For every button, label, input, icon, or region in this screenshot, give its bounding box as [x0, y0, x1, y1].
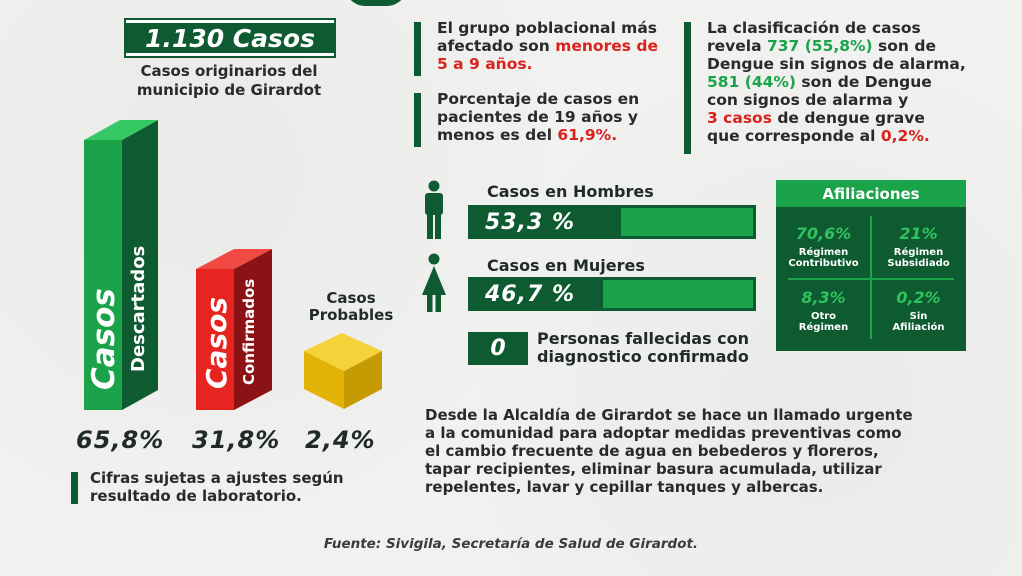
affiliation-label: Régimen Subsidiado	[887, 247, 950, 269]
disclaimer-line-2: resultado de laboratorio.	[90, 487, 302, 505]
men-cases-bar: 53,3 %	[468, 205, 756, 239]
affiliation-value: 21%	[899, 224, 938, 243]
info-line: revela 737 (55,8%) son de	[707, 37, 936, 55]
disclaimer-line-1: Cifras sujetas a ajustes según	[90, 469, 344, 487]
info-line: 5 a 9 años.	[437, 55, 533, 73]
subtitle-line-2: municipio de Girardot	[136, 81, 322, 99]
cta-line: a la comunidad para adoptar medidas prev…	[425, 424, 902, 442]
affiliation-label: Régimen Contributivo	[788, 247, 859, 269]
info-line: con signos de alarma y	[707, 91, 909, 109]
men-cases-label: Casos en Hombres	[487, 182, 654, 201]
info-line: Dengue sin signos de alarma,	[707, 55, 966, 73]
cta-line: Desde la Alcaldía de Girardot se hace un…	[425, 406, 913, 424]
women-cases-label: Casos en Mujeres	[487, 256, 645, 275]
accent-bar	[684, 22, 691, 154]
info-line: afectado son menores de	[437, 37, 658, 55]
info-line: pacientes de 19 años y	[437, 108, 638, 126]
affiliation-otro-regimen: 8,3% Otro Régimen	[776, 288, 871, 333]
probable-cases-label: Casos Probables	[296, 290, 406, 324]
probable-label-line-2: Probables	[308, 306, 394, 324]
total-cases-subtitle: Casos originarios del municipio de Girar…	[118, 62, 340, 100]
discarded-cases-bar: Casos Descartados	[84, 114, 160, 410]
deaths-description: Personas fallecidas con diagnostico conf…	[537, 330, 749, 366]
info-classification: La clasificación de casos revela 737 (55…	[707, 19, 966, 145]
men-cases-fill: 53,3 %	[471, 208, 622, 236]
probable-percent: 2,4%	[305, 426, 376, 454]
info-group: El grupo poblacional más afectado son me…	[437, 19, 658, 73]
discarded-percent: 65,8%	[76, 426, 165, 454]
call-to-action: Desde la Alcaldía de Girardot se hace un…	[425, 406, 913, 496]
probable-cases-cube	[304, 333, 382, 409]
accent-bar	[414, 93, 421, 147]
probable-label-line-1: Casos	[326, 289, 376, 307]
info-line: 581 (44%) son de Dengue	[707, 73, 932, 91]
info-line: La clasificación de casos	[707, 19, 921, 37]
confirmed-cases-bar: Casos Confirmados	[196, 243, 274, 410]
women-cases-fill: 46,7 %	[471, 280, 603, 308]
deaths-line-2: diagnostico confirmado	[537, 347, 749, 366]
affiliation-contributivo: 70,6% Régimen Contributivo	[776, 224, 871, 269]
top-decoration	[345, 0, 407, 6]
female-person-icon	[422, 253, 446, 312]
affiliation-label: Otro Régimen	[798, 311, 849, 333]
deaths-count-box: 0	[468, 332, 528, 365]
accent-bar	[414, 22, 421, 76]
cta-line: tapar recipientes, eliminar basura acumu…	[425, 460, 882, 478]
disclaimer: Cifras sujetas a ajustes según resultado…	[90, 469, 344, 505]
cta-line: repelentes, lavar y cepillar tanques y a…	[425, 478, 824, 496]
affiliation-value: 70,6%	[795, 224, 852, 243]
info-line: que corresponde al 0,2%.	[707, 127, 930, 145]
affiliation-value: 0,2%	[896, 288, 941, 307]
accent-bar	[71, 472, 78, 504]
women-percent: 46,7 %	[485, 281, 575, 307]
confirmed-bar-label-big: Casos	[200, 296, 233, 389]
affiliations-panel: Afiliaciones 70,6% Régimen Contributivo …	[776, 180, 966, 351]
men-percent: 53,3 %	[485, 209, 575, 235]
affiliation-subsidiado: 21% Régimen Subsidiado	[871, 224, 966, 269]
total-cases-text: 1.130 Casos	[145, 23, 315, 53]
affiliations-divider-v	[870, 216, 872, 339]
affiliation-label: Sin Afiliación	[892, 311, 945, 333]
info-line: Porcentaje de casos en	[437, 90, 640, 108]
info-line: El grupo poblacional más	[437, 19, 658, 37]
deaths-line-1: Personas fallecidas con	[537, 329, 750, 348]
women-cases-bar: 46,7 %	[468, 277, 756, 311]
affiliations-title: Afiliaciones	[776, 180, 966, 207]
info-line: menos es del 61,9%.	[437, 126, 618, 144]
affiliation-value: 8,3%	[801, 288, 846, 307]
confirmed-bar-shape	[196, 249, 272, 410]
male-person-icon	[425, 180, 443, 239]
info-line: 3 casos de dengue grave	[707, 109, 925, 127]
source-footnote: Fuente: Sivigila, Secretaría de Salud de…	[323, 536, 699, 552]
subtitle-line-1: Casos originarios del	[140, 62, 318, 80]
discarded-bar-shape	[84, 120, 158, 410]
total-cases-badge: 1.130 Casos	[126, 20, 334, 56]
confirmed-bar-label-small: Confirmados	[240, 278, 258, 385]
discarded-bar-label-small: Descartados	[128, 245, 149, 372]
cta-line: el cambio frecuente de agua en bebederos…	[425, 442, 879, 460]
deaths-count: 0	[490, 336, 506, 361]
info-percentage: Porcentaje de casos en pacientes de 19 a…	[437, 90, 639, 144]
discarded-bar-label-big: Casos	[86, 288, 122, 390]
affiliation-sin-afiliacion: 0,2% Sin Afiliación	[871, 288, 966, 333]
confirmed-percent: 31,8%	[192, 426, 281, 454]
